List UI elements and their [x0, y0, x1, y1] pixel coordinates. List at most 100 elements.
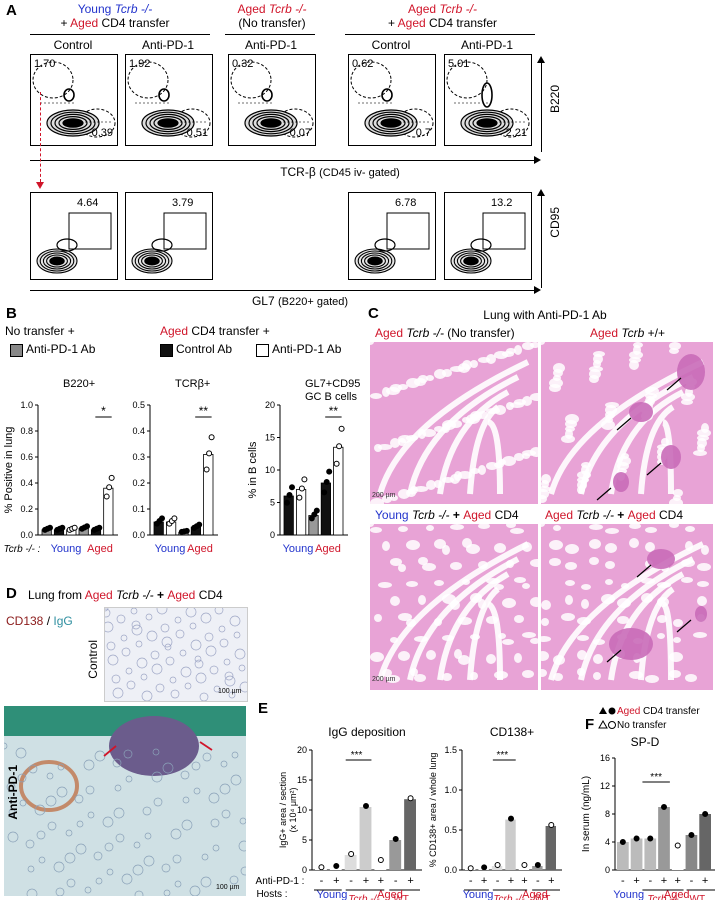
alveolus — [541, 524, 545, 527]
data-point — [688, 832, 695, 838]
event-dot — [204, 121, 206, 123]
data-point — [521, 862, 528, 868]
contour-ring — [134, 250, 170, 272]
contour-ring — [248, 111, 294, 135]
histology-image-4 — [541, 524, 713, 690]
data-point — [96, 524, 103, 531]
event-dot — [427, 121, 429, 123]
data-point — [108, 474, 115, 481]
alveolus — [450, 474, 460, 484]
event-dot — [155, 102, 157, 104]
sig-stars: *** — [351, 750, 363, 761]
alveolus — [418, 557, 428, 565]
alveolus — [541, 636, 551, 642]
alveolar-cell — [184, 682, 192, 690]
alveolus — [629, 524, 641, 529]
alveolus — [589, 539, 601, 549]
aged-label: Aged — [664, 889, 690, 900]
arrow-head-bottom — [537, 189, 545, 196]
alveolus — [701, 423, 709, 433]
y-tick-label: 20 — [297, 745, 307, 755]
flow-plot-top-4: 0.62 0.7 — [348, 54, 436, 146]
alveolus — [522, 453, 530, 459]
contour-ring — [453, 250, 489, 272]
tcrb-host-label: Tcrb -/- — [647, 894, 679, 900]
alveolus — [657, 615, 667, 623]
y-tick-label: 0.0 — [444, 865, 457, 875]
alveolus — [577, 650, 587, 660]
alveolar-cell — [170, 689, 180, 699]
hosts-row-label: Hosts : — [256, 889, 287, 900]
contour-ring — [472, 115, 502, 130]
alveolus — [494, 543, 506, 553]
alveolar-cell — [201, 853, 209, 861]
antipd1-sign: + — [661, 875, 667, 887]
alveolar-cell — [102, 621, 114, 633]
alveolar-cell — [145, 613, 153, 621]
alveolar-cell — [55, 887, 65, 897]
airway — [578, 374, 695, 495]
alveolar-cell — [193, 787, 201, 795]
gate-arrow-line — [40, 92, 41, 182]
event-dot — [486, 102, 488, 104]
event-dot — [105, 121, 107, 123]
event-dot — [72, 102, 74, 104]
antipd1-sign: + — [521, 875, 527, 887]
alveolar-cell — [126, 680, 136, 690]
data-point — [106, 484, 113, 491]
event-dot — [478, 102, 480, 104]
contour-ring — [54, 113, 92, 133]
event-dot — [44, 102, 46, 104]
alveolar-cell — [155, 683, 165, 693]
event-dot — [474, 102, 476, 104]
data-point — [159, 515, 165, 522]
alveolus — [458, 655, 470, 665]
flow-plot-top-1: 1.70 0.39 — [30, 54, 118, 146]
event-dot — [266, 102, 268, 104]
event-dot — [270, 102, 272, 104]
event-dot — [462, 102, 464, 104]
gate-gc-b — [68, 212, 112, 250]
event-dot — [246, 102, 248, 104]
contour-ring — [463, 256, 479, 266]
alveolar-cell — [163, 889, 171, 897]
alveolar-cell — [94, 750, 106, 762]
y-label-positive: % Positive in lung — [3, 427, 15, 514]
event-dot — [399, 121, 401, 123]
alveolus — [434, 539, 446, 549]
antipd1-sign: + — [548, 875, 554, 887]
alveolus — [541, 342, 545, 345]
alveolar-cell — [164, 643, 172, 651]
arrow-marker — [666, 377, 682, 391]
alveolar-cell — [156, 603, 168, 615]
alveolus — [645, 542, 655, 552]
data-point — [702, 811, 709, 817]
alveolar-cell — [189, 885, 201, 897]
alveolar-cell — [112, 758, 122, 768]
contour-ring — [456, 252, 486, 270]
alveolar-cell — [125, 775, 133, 783]
alveolar-cell — [144, 832, 152, 840]
y-tick-label: 0.6 — [20, 452, 33, 462]
alveolar-cell — [53, 861, 65, 873]
event-dot — [52, 102, 54, 104]
infiltrate — [661, 445, 681, 469]
y-tick-label: 0.2 — [132, 478, 145, 488]
event-dot — [407, 121, 409, 123]
event-dot — [415, 121, 417, 123]
event-dot — [85, 121, 87, 123]
alveolus — [697, 563, 711, 571]
y-tick-label: 20 — [265, 400, 275, 410]
histo-title-3: Young Tcrb -/- + Aged CD4 — [375, 508, 519, 522]
alveolus — [422, 429, 436, 437]
data-point — [203, 466, 210, 473]
y-tick-label: 10 — [297, 805, 307, 815]
alveolar-cell — [85, 785, 95, 795]
alveolar-cell — [238, 664, 246, 672]
data-point — [333, 460, 340, 467]
alveolar-cell — [131, 624, 143, 636]
alveolus — [697, 596, 707, 606]
alveolus — [510, 402, 524, 408]
alveolar-cell — [189, 622, 197, 630]
data-point — [377, 857, 384, 863]
